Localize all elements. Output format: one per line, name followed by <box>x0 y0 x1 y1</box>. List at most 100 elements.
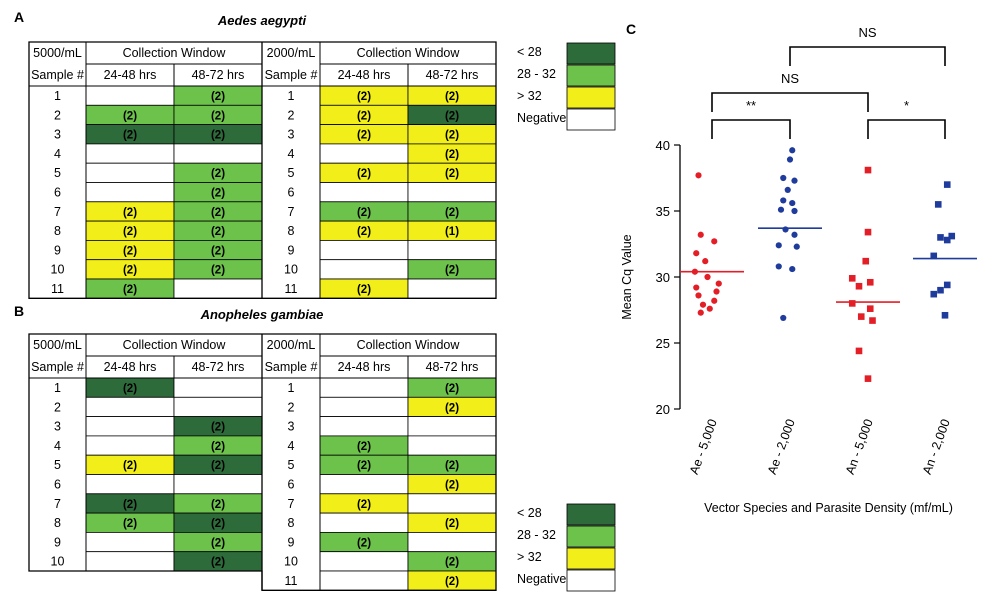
replicate-count: (2) <box>445 207 459 219</box>
replicate-count: (2) <box>445 168 459 180</box>
data-point <box>711 297 718 304</box>
significance-bracket: * <box>867 98 946 139</box>
sample-number: 10 <box>51 263 65 277</box>
legend-swatch <box>566 42 616 65</box>
table-row: 3 (2) <box>54 416 263 437</box>
table-row: 11 (2) <box>285 278 497 299</box>
cq-cell-48-72 <box>407 239 497 261</box>
col-24-48-header: 24-48 hrs <box>338 68 391 82</box>
replicate-count: (2) <box>211 91 225 103</box>
cq-cell-24-48 <box>319 396 409 417</box>
sample-header: Sample # <box>31 360 84 374</box>
cq-cell-48-72 <box>407 416 497 437</box>
tables-layer: A Aedes aegypti 5000/mL Collection Window Sa… <box>14 9 616 592</box>
cq-cell-24-48 <box>319 570 409 591</box>
sample-number: 8 <box>54 224 61 238</box>
panel-a: A Aedes aegypti 5000/mL Collection Window Sa… <box>14 9 616 299</box>
table-row: 7 (2) (2) <box>54 493 263 514</box>
data-point <box>775 242 782 249</box>
col-48-72-header: 48-72 hrs <box>426 68 479 82</box>
replicate-count: (2) <box>445 91 459 103</box>
data-point <box>693 284 700 291</box>
legend-label: Negative <box>517 111 566 125</box>
sample-number: 2 <box>54 108 61 122</box>
table-row: 6 <box>288 182 497 203</box>
replicate-count: (2) <box>357 168 371 180</box>
replicate-count: (2) <box>211 499 225 511</box>
data-point <box>697 231 704 238</box>
cq-cell-24-48 <box>319 512 409 533</box>
replicate-count: (2) <box>357 130 371 142</box>
data-point <box>697 309 704 316</box>
replicate-count: (2) <box>211 518 225 530</box>
table-row: 9 (2) <box>54 532 263 553</box>
table-row: 6 (2) <box>54 182 263 203</box>
sample-number: 5 <box>288 166 295 180</box>
col-24-48-header: 24-48 hrs <box>338 360 391 374</box>
data-point <box>791 177 798 184</box>
table-5000: 5000/mL Collection Window Sample # 24-48 hr… <box>28 334 263 572</box>
significance-bracket: ** <box>711 98 791 139</box>
col-48-72-header: 48-72 hrs <box>426 360 479 374</box>
data-point <box>704 273 711 281</box>
y-tick-label: 35 <box>656 204 670 219</box>
table-row: 4 (2) <box>288 143 497 164</box>
sample-number: 9 <box>288 243 295 257</box>
cq-cell-24-48 <box>85 416 175 437</box>
sample-number: 6 <box>288 478 295 492</box>
cq-cell-24-48 <box>319 551 409 572</box>
legend-label: < 28 <box>517 45 542 59</box>
density-label: 5000/mL <box>33 338 82 352</box>
replicate-count: (2) <box>123 130 137 142</box>
replicate-count: (2) <box>445 265 459 277</box>
cq-cell-24-48 <box>85 551 175 572</box>
table-row: 8 (2) (2) <box>54 220 263 241</box>
table-row: 5 (2) <box>54 162 263 183</box>
replicate-count: (2) <box>445 518 459 530</box>
cq-cell-24-48 <box>319 416 409 437</box>
sample-number: 7 <box>288 497 295 511</box>
legend-swatch <box>566 569 616 592</box>
replicate-count: (2) <box>211 557 225 569</box>
cq-cell-24-48 <box>319 239 409 261</box>
significance-label: * <box>904 98 909 113</box>
legend-label: > 32 <box>517 89 542 103</box>
data-point <box>864 228 872 236</box>
table-row: 8 (2) (2) <box>54 512 263 533</box>
replicate-count: (2) <box>123 110 137 122</box>
sample-number: 4 <box>288 439 295 453</box>
sample-number: 10 <box>284 555 298 569</box>
x-axis-label: Vector Species and Parasite Density (mf/… <box>704 501 953 515</box>
replicate-count: (2) <box>211 226 225 238</box>
sample-number: 3 <box>288 420 295 434</box>
table-row: 3 (2) (2) <box>288 124 497 145</box>
legend-swatch <box>566 547 616 570</box>
collection-window-header: Collection Window <box>123 46 227 60</box>
table-row: 2 (2) (2) <box>54 104 263 126</box>
significance-label: ** <box>746 98 756 113</box>
replicate-count: (2) <box>357 499 371 511</box>
table-row: 1 (2) (2) <box>288 85 497 106</box>
sample-number: 4 <box>288 147 295 161</box>
data-point <box>695 292 702 299</box>
sample-number: 5 <box>54 166 61 180</box>
cq-cell-24-48 <box>319 182 409 203</box>
data-point <box>943 236 951 244</box>
table-row: 5 (2) (2) <box>288 162 497 183</box>
table-row: 6 <box>54 474 263 495</box>
table-row: 9 <box>288 239 497 261</box>
x-tick-label: Ae - 5,000 <box>687 417 720 476</box>
data-point <box>711 238 718 245</box>
data-point <box>793 243 800 250</box>
sample-header: Sample # <box>265 360 318 374</box>
sample-number: 4 <box>54 147 61 161</box>
table-row: 3 (2) (2) <box>54 124 263 145</box>
sample-number: 6 <box>54 186 61 200</box>
legend-label: < 28 <box>517 506 542 520</box>
replicate-count: (2) <box>445 110 459 122</box>
table-row: 4 (2) <box>288 435 497 456</box>
y-tick-label: 30 <box>656 270 670 285</box>
sample-number: 1 <box>54 89 61 103</box>
cq-cell-24-48 <box>85 396 175 417</box>
